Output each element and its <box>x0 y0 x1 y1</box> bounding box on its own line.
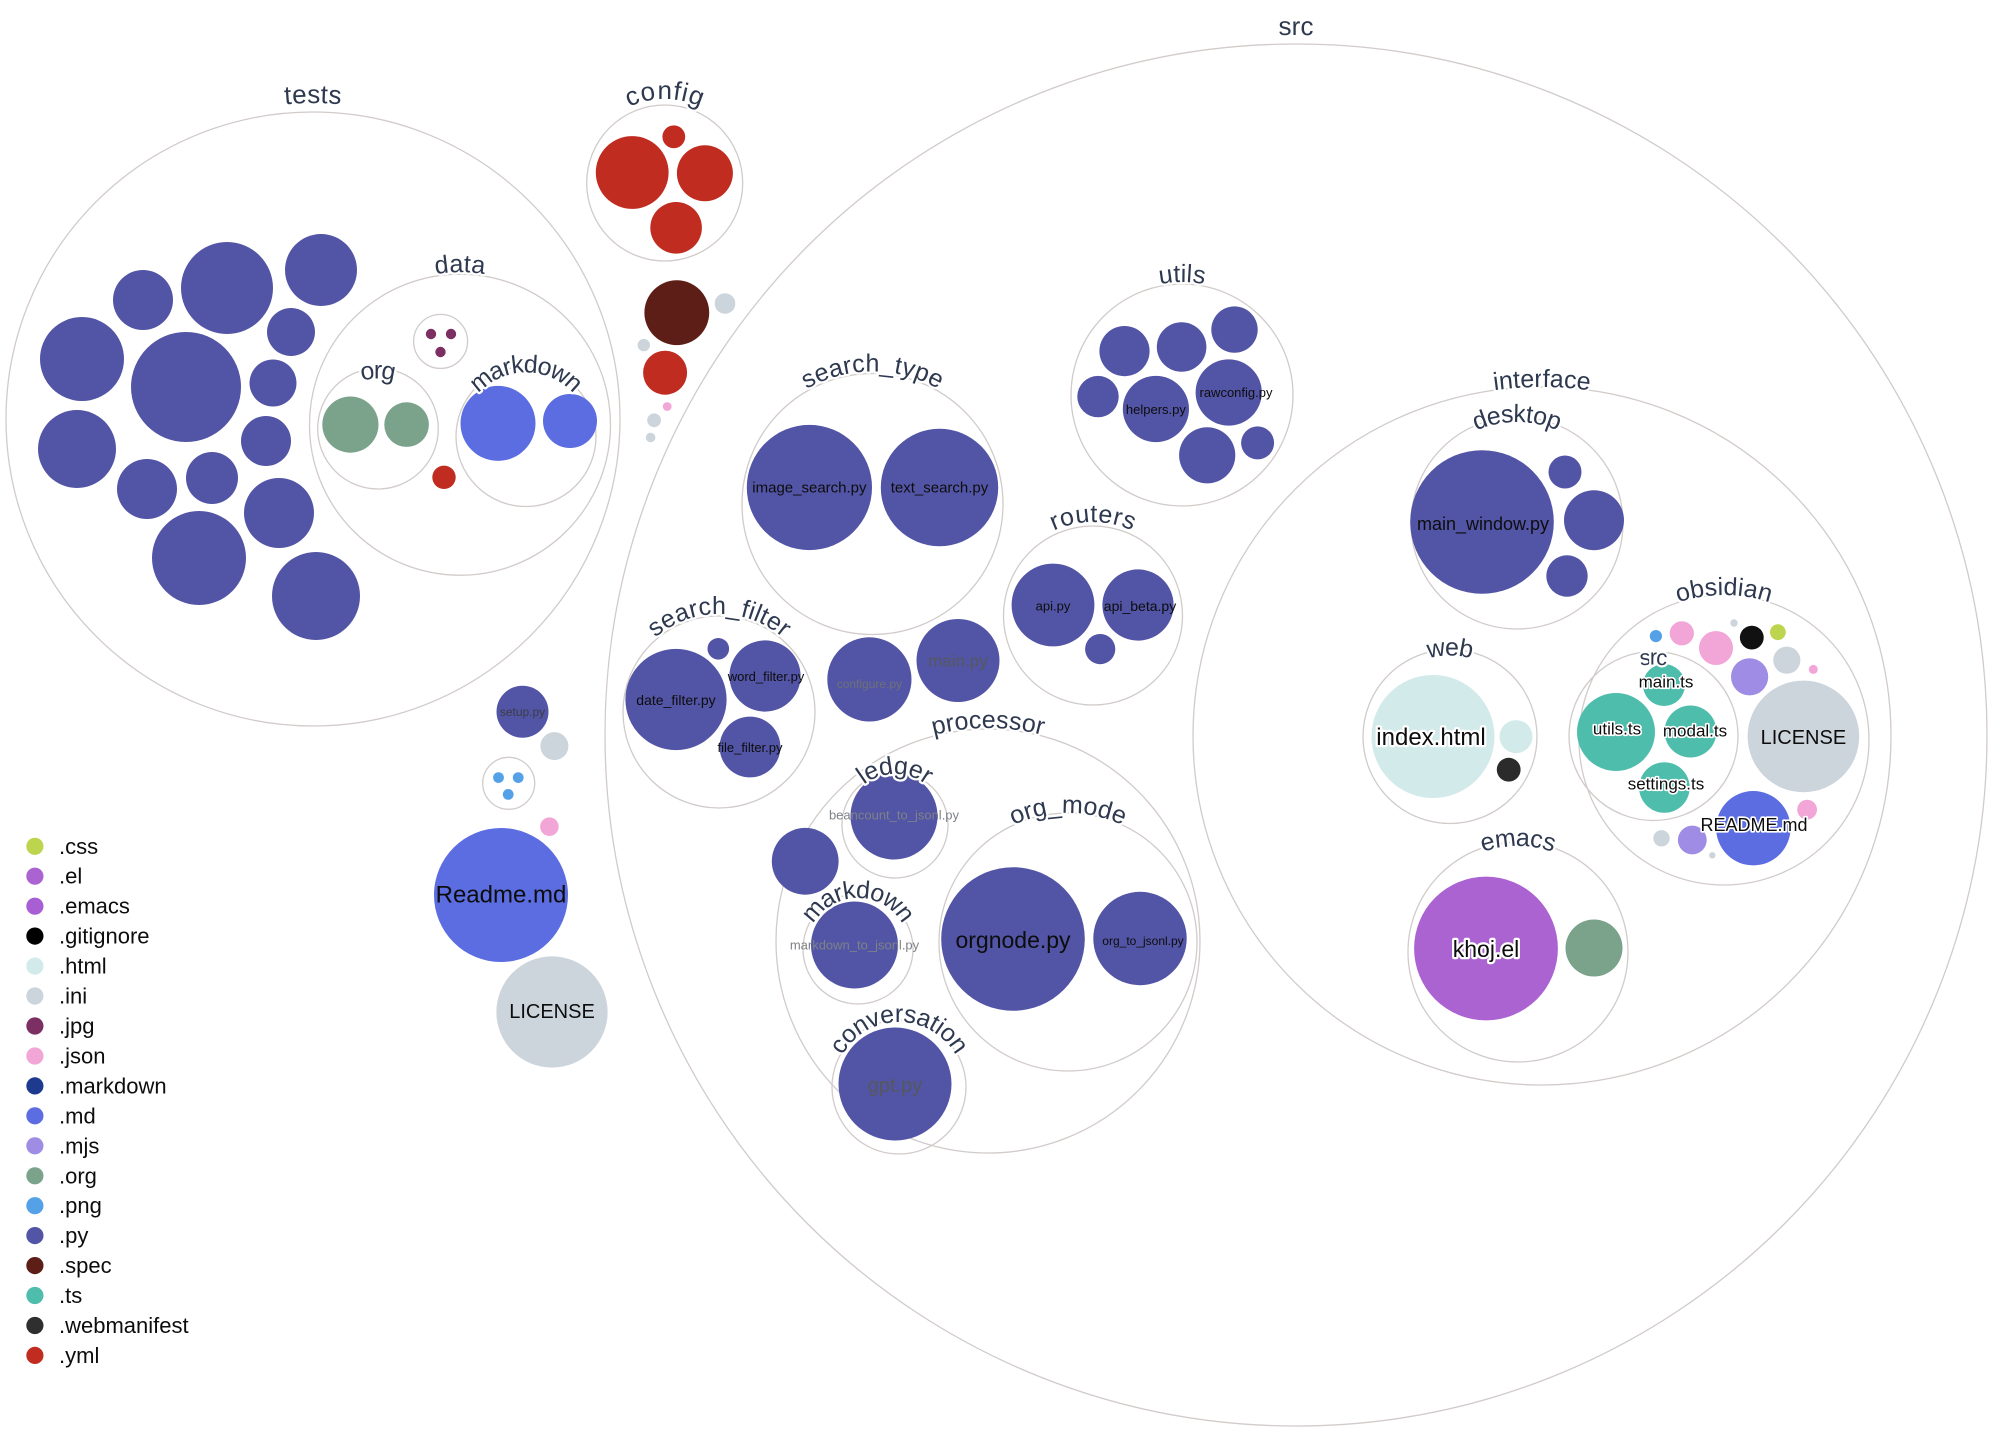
svg-text:setup.py: setup.py <box>500 705 545 719</box>
svg-text:utils: utils <box>1157 260 1208 290</box>
svg-text:index.html: index.html <box>1376 724 1485 751</box>
svg-text:main.py: main.py <box>928 652 988 671</box>
svg-text:.ts: .ts <box>59 1283 82 1308</box>
svg-text:orgnode.py: orgnode.py <box>955 927 1071 953</box>
svg-text:.org: .org <box>59 1163 97 1188</box>
svg-text:image_search.py: image_search.py <box>752 480 867 497</box>
svg-text:utils.ts: utils.ts <box>1593 720 1641 739</box>
svg-text:.gitignore: .gitignore <box>59 924 150 949</box>
svg-text:khoj.el: khoj.el <box>1453 936 1519 962</box>
svg-text:.emacs: .emacs <box>59 894 130 919</box>
svg-text:rawconfig.py: rawconfig.py <box>1200 385 1273 400</box>
svg-text:api.py: api.py <box>1036 599 1071 614</box>
svg-text:interface: interface <box>1491 365 1592 396</box>
svg-text:org: org <box>358 356 398 386</box>
svg-text:.png: .png <box>59 1193 102 1218</box>
svg-text:data: data <box>433 250 487 280</box>
svg-text:main_window.py: main_window.py <box>1417 514 1549 535</box>
svg-text:.el: .el <box>59 864 82 889</box>
svg-text:helpers.py: helpers.py <box>1126 402 1186 417</box>
svg-text:.ini: .ini <box>59 984 87 1009</box>
svg-text:file_filter.py: file_filter.py <box>717 740 783 755</box>
svg-text:.py: .py <box>59 1223 88 1248</box>
svg-text:org_to_jsonl.py: org_to_jsonl.py <box>1102 934 1183 948</box>
svg-text:.md: .md <box>59 1103 96 1128</box>
svg-text:text_search.py: text_search.py <box>891 480 989 497</box>
svg-text:Readme.md: Readme.md <box>436 882 567 909</box>
svg-text:modal.ts: modal.ts <box>1663 722 1727 741</box>
svg-text:.css: .css <box>59 834 98 859</box>
svg-text:.markdown: .markdown <box>59 1073 167 1098</box>
svg-text:.json: .json <box>59 1044 105 1069</box>
svg-text:.mjs: .mjs <box>59 1133 99 1158</box>
svg-text:LICENSE: LICENSE <box>509 1001 595 1023</box>
svg-text:.yml: .yml <box>59 1343 99 1368</box>
svg-text:configure.py: configure.py <box>837 677 902 691</box>
svg-text:gpt.py: gpt.py <box>868 1075 922 1097</box>
svg-text:.html: .html <box>59 954 107 979</box>
svg-text:.jpg: .jpg <box>59 1014 94 1039</box>
svg-text:.spec: .spec <box>59 1253 112 1278</box>
svg-text:web: web <box>1424 633 1476 664</box>
svg-text:word_filter.py: word_filter.py <box>727 669 805 684</box>
svg-text:markdown_to_jsonl.py: markdown_to_jsonl.py <box>790 938 920 953</box>
svg-text:README.md: README.md <box>1700 815 1807 835</box>
svg-text:src: src <box>1638 644 1669 670</box>
svg-text:api_beta.py: api_beta.py <box>1104 598 1176 614</box>
svg-text:.webmanifest: .webmanifest <box>59 1313 189 1338</box>
svg-text:settings.ts: settings.ts <box>1628 775 1705 794</box>
svg-text:LICENSE: LICENSE <box>1761 727 1847 749</box>
svg-text:main.ts: main.ts <box>1639 673 1694 692</box>
svg-text:beancount_to_jsonl.py: beancount_to_jsonl.py <box>829 808 960 823</box>
svg-text:src: src <box>1278 11 1314 41</box>
svg-text:date_filter.py: date_filter.py <box>636 692 715 708</box>
